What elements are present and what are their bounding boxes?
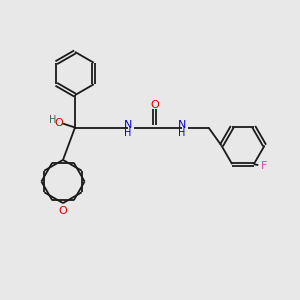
Text: O: O — [55, 118, 64, 128]
Text: O: O — [150, 100, 159, 110]
Text: F: F — [260, 161, 267, 171]
Text: O: O — [58, 206, 68, 216]
Text: N: N — [178, 120, 186, 130]
Text: H: H — [178, 128, 185, 139]
Text: H: H — [50, 115, 57, 125]
Text: H: H — [124, 128, 131, 139]
Text: N: N — [124, 120, 132, 130]
